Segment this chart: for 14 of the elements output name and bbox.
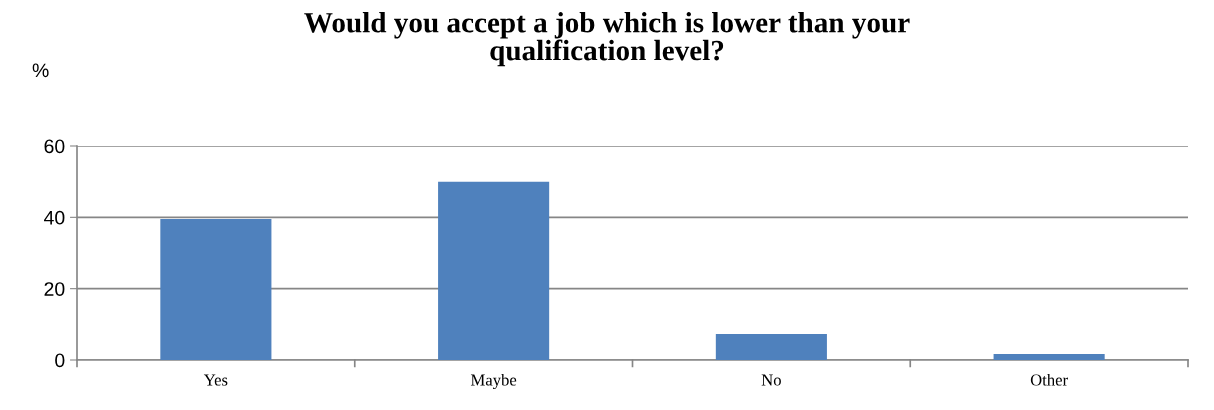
y-tick-label: 40 (44, 210, 65, 225)
y-axis-title: % (32, 63, 49, 78)
bar (438, 181, 550, 360)
x-tick-label: Other (1030, 373, 1068, 386)
bar (160, 219, 272, 360)
x-tick-label: No (761, 374, 781, 386)
bar (993, 353, 1105, 360)
x-tick-label: Maybe (470, 373, 517, 390)
y-tick-label: 60 (44, 139, 65, 154)
bar (715, 333, 827, 360)
chart-title: Would you accept a job which is lower than your qualification level? (304, 12, 910, 67)
x-tick-label: Yes (203, 374, 228, 386)
y-tick-label: 0 (55, 353, 65, 368)
y-tick-label: 20 (44, 282, 65, 296)
